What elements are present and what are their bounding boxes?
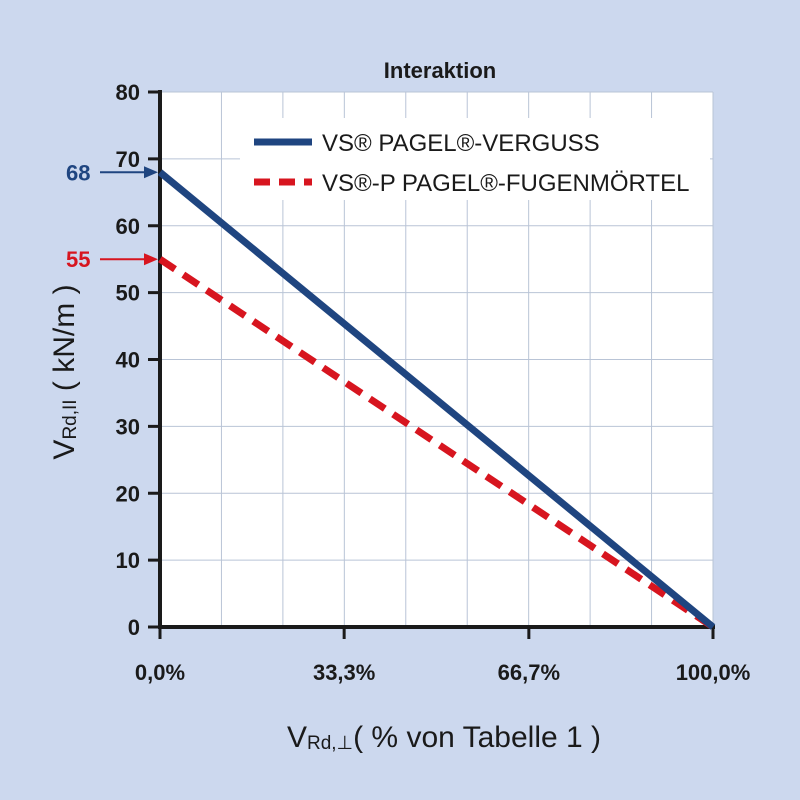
x-axis-label: VRd,⊥( % von Tabelle 1 ) bbox=[287, 721, 601, 754]
y-tick-label: 50 bbox=[116, 281, 140, 306]
x-axis-label-sub: Rd,⊥ bbox=[307, 733, 353, 754]
y-tick-labels: 0 10 20 30 40 50 60 70 80 bbox=[116, 80, 140, 640]
chart-title: Interaktion bbox=[384, 58, 496, 83]
y-tick-label: 70 bbox=[116, 147, 140, 172]
y-axis-label-rest: ( kN/m ) bbox=[48, 284, 81, 399]
legend: VS® PAGEL®-VERGUSS VS®-P PAGEL®-FUGENMÖRT… bbox=[240, 118, 710, 200]
y-tick-label: 60 bbox=[116, 214, 140, 239]
y-axis-label-sub: Rd,II bbox=[60, 399, 81, 439]
x-tick-label: 66,7% bbox=[498, 660, 560, 685]
series-lines bbox=[157, 169, 716, 630]
legend-background bbox=[240, 118, 710, 200]
annotation-label: 68 bbox=[66, 160, 90, 185]
series-line-verguss bbox=[157, 169, 716, 630]
y-tick-label: 30 bbox=[116, 414, 140, 439]
legend-label: VS® PAGEL®-VERGUSS bbox=[322, 130, 600, 157]
x-tick-label: 100,0% bbox=[676, 660, 751, 685]
annotations: 68 55 bbox=[66, 160, 158, 272]
y-tick-label: 20 bbox=[116, 481, 140, 506]
x-axis-label-rest: ( % von Tabelle 1 ) bbox=[353, 721, 601, 754]
axes bbox=[148, 90, 715, 639]
annotation-label: 55 bbox=[66, 247, 90, 272]
x-tick-label: 0,0% bbox=[135, 660, 185, 685]
y-tick-label: 40 bbox=[116, 348, 140, 373]
x-tick-label: 33,3% bbox=[313, 660, 375, 685]
y-tick-label: 10 bbox=[116, 548, 140, 573]
y-axis-label: VRd,II ( kN/m ) bbox=[48, 284, 81, 459]
annotation-arrow-head bbox=[144, 253, 158, 266]
y-tick-label: 0 bbox=[128, 615, 140, 640]
y-tick-label: 80 bbox=[116, 80, 140, 105]
x-tick-labels: 0,0% 33,3% 66,7% 100,0% bbox=[135, 660, 750, 685]
x-axis-label-main: V bbox=[287, 721, 307, 754]
legend-label: VS®-P PAGEL®-FUGENMÖRTEL bbox=[322, 170, 689, 197]
annotation-arrow-head bbox=[144, 166, 158, 179]
y-axis-label-main: V bbox=[48, 440, 81, 460]
